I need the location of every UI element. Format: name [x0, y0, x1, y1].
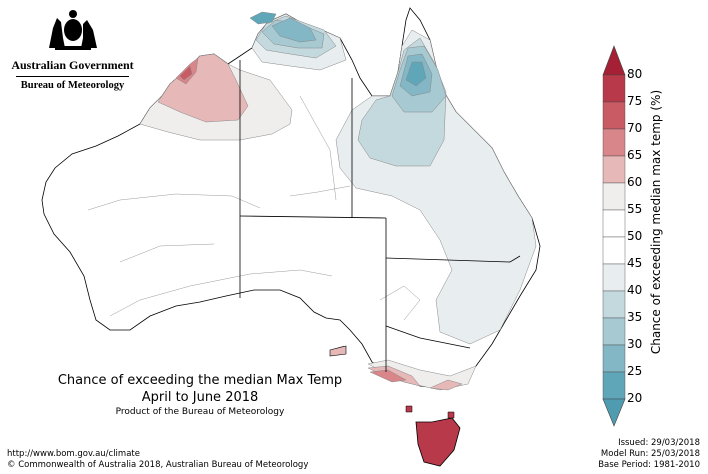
shade-20-25-qld [405, 61, 427, 87]
shade-65-70-se [369, 369, 407, 383]
state-borders [239, 60, 521, 372]
map-product-note: Product of the Bureau of Meteorology [115, 407, 285, 417]
colorbar-bin-65-70 [602, 128, 626, 157]
contour-line-1 [87, 95, 421, 321]
colorbar-tick: 40 [627, 283, 643, 297]
colorbar-tick: 50 [627, 229, 643, 243]
colorbar-tick: 30 [627, 337, 643, 351]
agency-name: Bureau of Meteorology [20, 80, 125, 91]
colorbar-bin-70-75 [602, 101, 626, 130]
colorbar-tick: 55 [627, 202, 643, 216]
island-kangaroo [329, 345, 347, 357]
colorbar-bin-45-50 [602, 236, 626, 265]
colorbar [602, 45, 626, 427]
colorbar-tick: 25 [627, 364, 643, 378]
colorbar-label: Chance of exceeding median max temp (%) [649, 89, 663, 355]
colorbar-tick: 70 [627, 121, 643, 135]
copyright-text: © Commonwealth of Australia 2018, Austra… [7, 460, 309, 470]
colorbar-top-arrow [602, 45, 626, 76]
colorbar-bin-40-45 [602, 263, 626, 292]
coat-of-arms-icon [48, 10, 97, 50]
colorbar-tick: 80 [627, 67, 643, 81]
colorbar-tick: 60 [627, 175, 643, 189]
colorbar-bin-35-40 [602, 290, 626, 319]
colorbar-bin-25-30 [602, 344, 626, 373]
model-run-date: Model Run: 25/03/2018 [600, 449, 700, 459]
colorbar-bin-30-35 [602, 317, 626, 346]
issued-date: Issued: 29/03/2018 [618, 438, 700, 448]
colorbar-bin-50-55 [602, 209, 626, 238]
tasmania [415, 417, 461, 467]
map-title: Chance of exceeding the median Max Temp [57, 373, 343, 388]
shade-70-75-nw [179, 65, 193, 81]
climate-url[interactable]: http://www.bom.gov.au/climate [7, 449, 140, 459]
colorbar-tick: 20 [627, 391, 643, 405]
government-logo: Australian Government Bureau of Meteorol… [10, 8, 135, 91]
shade-20-25-nt [249, 11, 277, 25]
base-period: Base Period: 1981-2010 [598, 460, 700, 470]
colorbar-tick: 45 [627, 256, 643, 270]
colorbar-tick: 35 [627, 310, 643, 324]
colorbar-tick: 65 [627, 148, 643, 162]
colorbar-bin-20-25 [602, 371, 626, 400]
colorbar-tick: 75 [627, 94, 643, 108]
colorbar-bin-55-60 [602, 182, 626, 211]
government-name: Australian Government [11, 58, 134, 72]
shade-60-65-se-east [429, 379, 463, 391]
colorbar-bin-75-80 [602, 74, 626, 103]
logo-divider [16, 76, 129, 77]
map-period: April to June 2018 [141, 390, 259, 405]
island-bass [405, 405, 455, 419]
colorbar-bin-60-65 [602, 155, 626, 184]
colorbar-bottom-arrow [602, 398, 626, 427]
shade-25-30-nt [271, 17, 317, 43]
